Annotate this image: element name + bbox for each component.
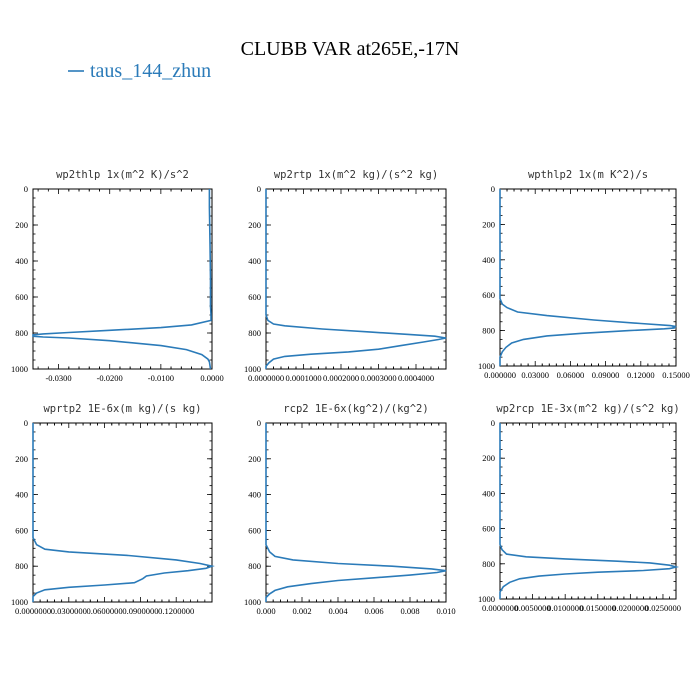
y-tick-label: 200 bbox=[248, 220, 261, 230]
y-tick-label: 0 bbox=[491, 418, 495, 428]
panel-2: wp2rtp 1x(m^2 kg)/(s^2 kg) 0 200 400 600 800 1… bbox=[244, 169, 447, 383]
y-tick-label: 0 bbox=[24, 418, 28, 428]
plot-frame bbox=[265, 422, 447, 603]
y-tick-label: 200 bbox=[482, 453, 495, 463]
y-tick-label: 0 bbox=[257, 184, 261, 194]
x-tick-label: 0.0150000 bbox=[580, 603, 616, 613]
series-line bbox=[265, 189, 447, 369]
y-tick-label: 600 bbox=[248, 525, 261, 535]
legend: taus_144_zhun bbox=[68, 60, 211, 82]
y-tick-label: 1000 bbox=[478, 594, 495, 604]
series-line bbox=[32, 423, 215, 602]
panel-title: wprtp2 1E-6x(m kg)/(s kg) bbox=[43, 403, 201, 415]
x-tick-label: 0.006 bbox=[364, 606, 383, 616]
x-tick-label: 0.0600000 bbox=[87, 606, 123, 616]
x-tick-label: 0.0300000 bbox=[51, 606, 87, 616]
y-tick-label: 800 bbox=[248, 561, 261, 571]
panel-title: wpthlp2 1x(m K^2)/s bbox=[528, 169, 648, 181]
y-tick-label: 400 bbox=[482, 488, 495, 498]
y-tick-label: 800 bbox=[15, 561, 28, 571]
y-tick-label: 800 bbox=[15, 328, 28, 338]
y-tick-label: 1000 bbox=[478, 361, 495, 371]
panel-title: wp2rcp 1E-3x(m^2 kg)/(s^2 kg) bbox=[496, 403, 679, 415]
panel-3: wpthlp2 1x(m K^2)/s 0 200 400 600 800 10000.00… bbox=[478, 169, 690, 380]
panel-title: wp2thlp 1x(m^2 K)/s^2 bbox=[56, 169, 189, 181]
series-line bbox=[499, 189, 677, 366]
x-tick-label: 0.002 bbox=[292, 606, 311, 616]
series-line bbox=[32, 189, 212, 370]
plot-frame bbox=[32, 422, 213, 603]
panel-4: wprtp2 1E-6x(m kg)/(s kg) 0 200 400 600 800 10… bbox=[11, 403, 215, 616]
x-tick-label: 0.004 bbox=[328, 606, 348, 616]
y-tick-label: 400 bbox=[248, 256, 261, 266]
y-tick-label: 200 bbox=[15, 220, 28, 230]
x-tick-label: 0.12000 bbox=[627, 370, 655, 380]
x-tick-label: 0.010 bbox=[436, 606, 455, 616]
y-tick-label: 0 bbox=[257, 418, 261, 428]
x-tick-label: 0.0004000 bbox=[398, 373, 434, 383]
y-tick-label: 1000 bbox=[244, 364, 261, 374]
x-tick-label: 0.0000000 bbox=[15, 606, 51, 616]
y-tick-label: 1000 bbox=[11, 597, 28, 607]
x-tick-label: -0.0200 bbox=[97, 373, 123, 383]
panel-5: rcp2 1E-6x(kg^2)/(kg^2) 0 200 400 600 800 1000… bbox=[244, 403, 456, 616]
figure-title: CLUBB VAR at265E,-17N bbox=[241, 38, 460, 60]
y-tick-label: 1000 bbox=[244, 597, 261, 607]
x-tick-label: -0.0100 bbox=[148, 373, 174, 383]
x-tick-label: 0.0003000 bbox=[360, 373, 396, 383]
series-line bbox=[499, 423, 680, 599]
x-tick-label: 0.0000000 bbox=[482, 603, 518, 613]
y-tick-label: 800 bbox=[248, 328, 261, 338]
x-tick-label: 0.0050000 bbox=[515, 603, 551, 613]
y-tick-label: 0 bbox=[491, 184, 495, 194]
x-tick-label: 0.0000000 bbox=[248, 373, 284, 383]
x-tick-label: 0.09000 bbox=[592, 370, 620, 380]
y-tick-label: 200 bbox=[15, 454, 28, 464]
y-tick-label: 600 bbox=[482, 524, 495, 534]
x-tick-label: 0.1200000 bbox=[158, 606, 194, 616]
panels: wp2thlp 1x(m^2 K)/s^2 0 200 400 600 800 1000 -0… bbox=[11, 169, 690, 616]
x-tick-label: 0.0250000 bbox=[645, 603, 681, 613]
panel-title: wp2rtp 1x(m^2 kg)/(s^2 kg) bbox=[274, 169, 438, 181]
panel-6: wp2rcp 1E-3x(m^2 kg)/(s^2 kg)0 200 400 600 8… bbox=[478, 403, 681, 613]
x-tick-label: 0.0000 bbox=[200, 373, 223, 383]
y-tick-label: 600 bbox=[482, 290, 495, 300]
y-tick-label: 400 bbox=[15, 256, 28, 266]
panel-1: wp2thlp 1x(m^2 K)/s^2 0 200 400 600 800 1000 -0… bbox=[11, 169, 224, 383]
x-tick-label: 0.008 bbox=[400, 606, 419, 616]
y-tick-label: 400 bbox=[15, 490, 28, 500]
x-tick-label: 0.0200000 bbox=[612, 603, 648, 613]
x-tick-label: 0.0002000 bbox=[323, 373, 359, 383]
x-tick-label: 0.000 bbox=[256, 606, 275, 616]
y-tick-label: 0 bbox=[24, 184, 28, 194]
y-tick-label: 800 bbox=[482, 559, 495, 569]
y-tick-label: 800 bbox=[482, 326, 495, 336]
panel-title: rcp2 1E-6x(kg^2)/(kg^2) bbox=[283, 403, 428, 415]
y-tick-label: 600 bbox=[15, 292, 28, 302]
x-tick-label: 0.03000 bbox=[521, 370, 549, 380]
legend-label: taus_144_zhun bbox=[90, 60, 211, 82]
y-tick-label: 200 bbox=[248, 454, 261, 464]
y-tick-label: 400 bbox=[482, 255, 495, 265]
x-tick-label: 0.06000 bbox=[557, 370, 585, 380]
y-tick-label: 1000 bbox=[11, 364, 28, 374]
y-tick-label: 400 bbox=[248, 490, 261, 500]
x-tick-label: 0.000000 bbox=[484, 370, 516, 380]
x-tick-label: 0.0100000 bbox=[547, 603, 583, 613]
y-tick-label: 600 bbox=[248, 292, 261, 302]
y-tick-label: 600 bbox=[15, 525, 28, 535]
series-line bbox=[265, 423, 447, 602]
x-tick-label: 0.15000 bbox=[662, 370, 690, 380]
x-tick-label: -0.0300 bbox=[45, 373, 71, 383]
x-tick-label: 0.0001000 bbox=[285, 373, 321, 383]
y-tick-label: 200 bbox=[482, 219, 495, 229]
x-tick-label: 0.0900000 bbox=[122, 606, 158, 616]
